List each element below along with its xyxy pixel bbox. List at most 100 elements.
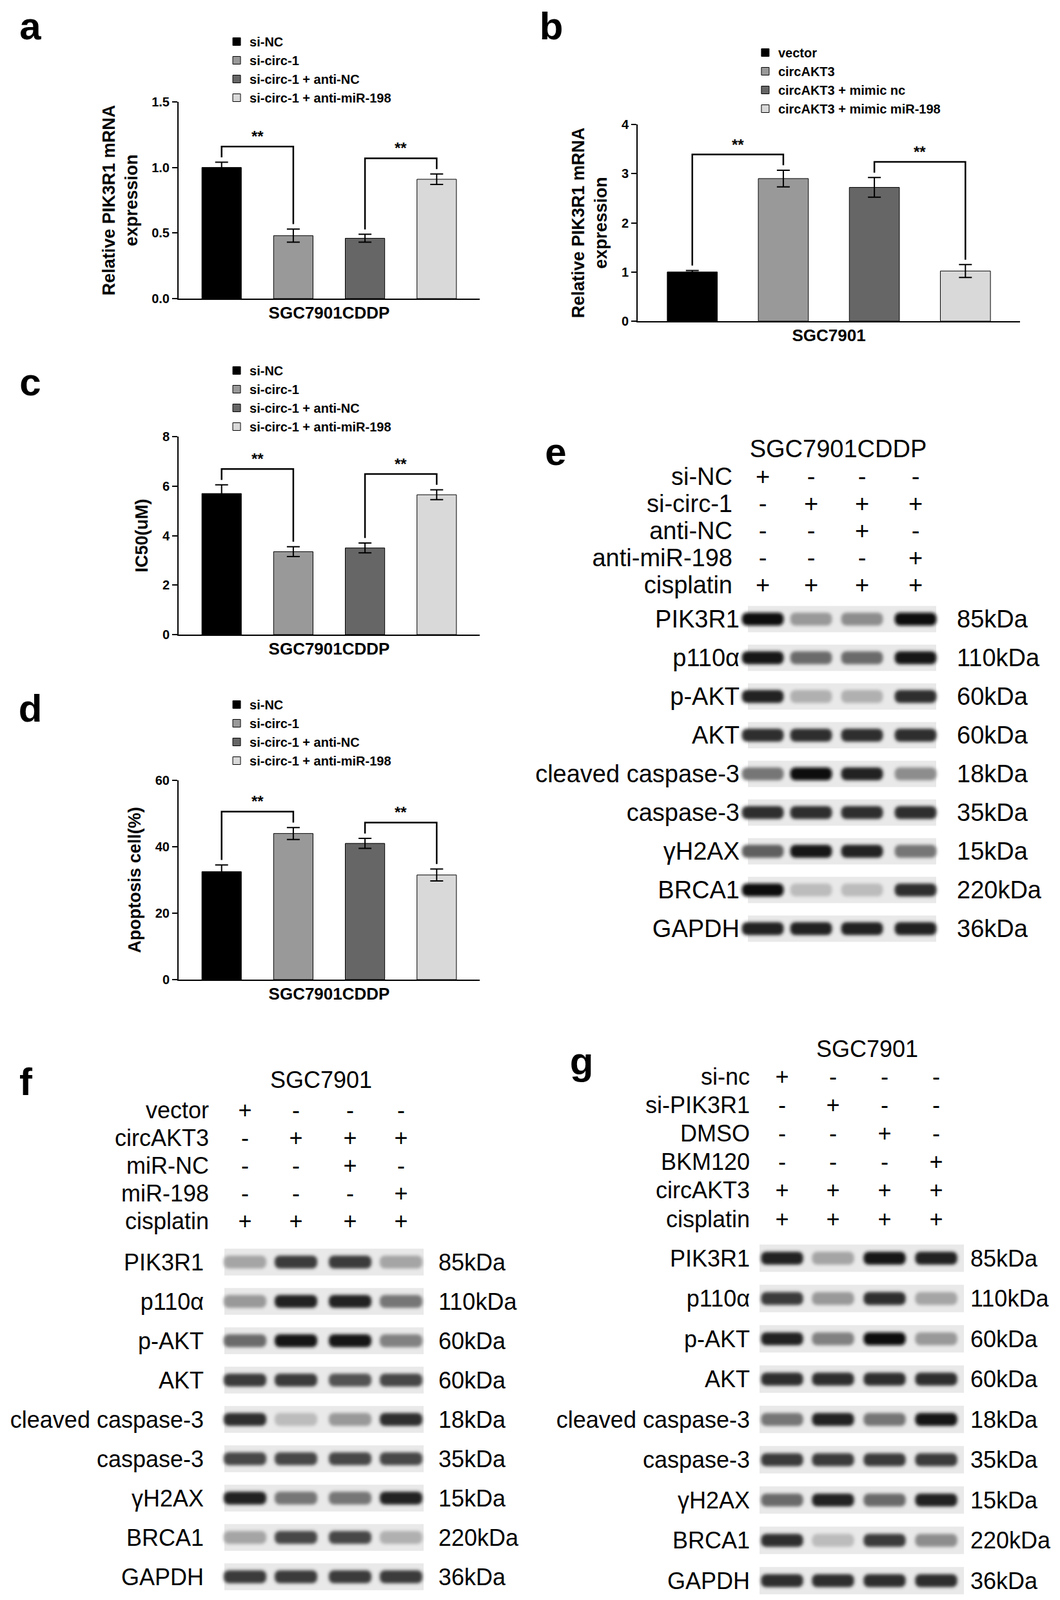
svg-text:85kDa: 85kDa bbox=[956, 605, 1029, 633]
svg-text:-: - bbox=[829, 1063, 837, 1090]
svg-text:si-NC: si-NC bbox=[671, 462, 733, 491]
svg-text:8: 8 bbox=[162, 429, 170, 444]
svg-text:circAKT3 + mimic nc: circAKT3 + mimic nc bbox=[778, 83, 906, 98]
svg-text:-: - bbox=[346, 1179, 354, 1207]
svg-text:-: - bbox=[932, 1063, 941, 1090]
svg-text:+: + bbox=[393, 1179, 408, 1207]
svg-text:BRCA1: BRCA1 bbox=[126, 1524, 204, 1551]
svg-text:+: + bbox=[775, 1205, 789, 1233]
svg-text:si-circ-1: si-circ-1 bbox=[249, 53, 300, 68]
svg-text:+: + bbox=[775, 1063, 789, 1090]
svg-text:anti-miR-198: anti-miR-198 bbox=[591, 544, 733, 572]
svg-text:si-circ-1 + anti-NC: si-circ-1 + anti-NC bbox=[249, 401, 360, 416]
svg-text:+: + bbox=[393, 1124, 408, 1151]
svg-text:si-circ-1 + anti-miR-198: si-circ-1 + anti-miR-198 bbox=[249, 753, 392, 768]
svg-text:35kDa: 35kDa bbox=[438, 1445, 507, 1473]
svg-text:AKT: AKT bbox=[704, 1365, 750, 1393]
svg-text:**: ** bbox=[251, 450, 264, 468]
svg-text:GAPDH: GAPDH bbox=[652, 914, 740, 943]
svg-text:110kDa: 110kDa bbox=[438, 1288, 518, 1315]
svg-text:0.0: 0.0 bbox=[151, 291, 170, 306]
svg-text:+: + bbox=[854, 490, 870, 518]
svg-text:SGC7901CDDP: SGC7901CDDP bbox=[268, 303, 391, 323]
svg-text:+: + bbox=[877, 1119, 892, 1147]
svg-text:20: 20 bbox=[155, 905, 170, 921]
svg-text:15kDa: 15kDa bbox=[956, 837, 1029, 865]
svg-text:-: - bbox=[911, 517, 921, 545]
svg-text:-: - bbox=[829, 1148, 837, 1175]
svg-text:36kDa: 36kDa bbox=[438, 1563, 507, 1590]
svg-text:g: g bbox=[569, 1039, 594, 1083]
svg-text:-: - bbox=[758, 517, 768, 545]
svg-text:DMSO: DMSO bbox=[680, 1119, 750, 1147]
svg-text:60kDa: 60kDa bbox=[970, 1325, 1039, 1353]
svg-text:Relative PIK3R1 mRNAexpression: Relative PIK3R1 mRNAexpression bbox=[99, 105, 142, 296]
svg-text:-: - bbox=[932, 1091, 941, 1119]
svg-text:SGC7901: SGC7901 bbox=[791, 325, 866, 345]
svg-text:-: - bbox=[292, 1096, 300, 1124]
svg-text:-: - bbox=[932, 1119, 941, 1147]
svg-text:-: - bbox=[292, 1179, 300, 1207]
svg-text:PIK3R1: PIK3R1 bbox=[669, 1245, 750, 1272]
svg-text:circAKT3: circAKT3 bbox=[114, 1124, 209, 1151]
svg-text:+: + bbox=[877, 1205, 892, 1233]
svg-text:0: 0 bbox=[162, 627, 170, 642]
svg-text:85kDa: 85kDa bbox=[438, 1248, 507, 1276]
svg-text:0: 0 bbox=[162, 972, 170, 987]
svg-text:36kDa: 36kDa bbox=[970, 1567, 1039, 1594]
svg-text:anti-NC: anti-NC bbox=[649, 517, 733, 545]
svg-text:60kDa: 60kDa bbox=[438, 1327, 507, 1355]
svg-text:+: + bbox=[825, 1091, 840, 1119]
svg-text:p110α: p110α bbox=[140, 1288, 204, 1315]
svg-text:+: + bbox=[237, 1096, 252, 1124]
svg-text:+: + bbox=[755, 571, 770, 599]
svg-text:+: + bbox=[929, 1205, 943, 1233]
svg-text:miR-198: miR-198 bbox=[121, 1179, 209, 1207]
svg-text:SGC7901: SGC7901 bbox=[816, 1035, 919, 1062]
svg-text:si-circ-1: si-circ-1 bbox=[646, 490, 733, 518]
svg-text:si-circ-1 + anti-miR-198: si-circ-1 + anti-miR-198 bbox=[249, 90, 392, 106]
svg-text:18kDa: 18kDa bbox=[438, 1406, 507, 1433]
svg-text:60kDa: 60kDa bbox=[438, 1366, 507, 1394]
svg-text:60: 60 bbox=[155, 773, 170, 788]
svg-text:+: + bbox=[804, 490, 819, 518]
svg-text:cisplatin: cisplatin bbox=[125, 1207, 209, 1235]
svg-text:110kDa: 110kDa bbox=[956, 644, 1041, 672]
svg-text:-: - bbox=[292, 1152, 300, 1179]
svg-text:**: ** bbox=[394, 803, 407, 821]
svg-text:circAKT3 + mimic miR-198: circAKT3 + mimic miR-198 bbox=[778, 101, 941, 117]
svg-text:SGC7901: SGC7901 bbox=[270, 1066, 373, 1093]
svg-text:+: + bbox=[908, 544, 923, 572]
svg-text:+: + bbox=[393, 1207, 408, 1235]
svg-text:35kDa: 35kDa bbox=[956, 798, 1029, 826]
svg-text:si-NC: si-NC bbox=[249, 697, 284, 712]
svg-text:-: - bbox=[758, 544, 768, 572]
svg-text:SGC7901CDDP: SGC7901CDDP bbox=[749, 435, 928, 463]
svg-text:+: + bbox=[825, 1176, 840, 1204]
svg-text:220kDa: 220kDa bbox=[438, 1524, 520, 1551]
svg-text:p110α: p110α bbox=[686, 1285, 750, 1312]
svg-text:-: - bbox=[807, 462, 816, 491]
svg-text:cleaved caspase-3: cleaved caspase-3 bbox=[535, 760, 740, 788]
svg-text:110kDa: 110kDa bbox=[970, 1285, 1050, 1312]
svg-text:+: + bbox=[288, 1207, 303, 1235]
svg-text:35kDa: 35kDa bbox=[970, 1446, 1039, 1473]
svg-text:15kDa: 15kDa bbox=[438, 1484, 507, 1512]
svg-text:PIK3R1: PIK3R1 bbox=[655, 605, 740, 633]
svg-text:4: 4 bbox=[621, 117, 630, 132]
svg-text:BKM120: BKM120 bbox=[660, 1148, 750, 1175]
svg-text:-: - bbox=[807, 517, 816, 545]
svg-text:-: - bbox=[880, 1063, 889, 1090]
svg-text:-: - bbox=[397, 1096, 405, 1124]
svg-text:vector: vector bbox=[145, 1096, 209, 1124]
svg-text:-: - bbox=[758, 490, 768, 518]
svg-text:2: 2 bbox=[621, 215, 629, 231]
svg-text:+: + bbox=[877, 1176, 892, 1204]
svg-text:+: + bbox=[343, 1152, 357, 1179]
svg-text:-: - bbox=[829, 1119, 837, 1147]
svg-text:Relative PIK3R1 mRNAexpression: Relative PIK3R1 mRNAexpression bbox=[568, 127, 611, 319]
svg-text:**: ** bbox=[913, 143, 926, 161]
svg-text:-: - bbox=[858, 544, 867, 572]
svg-text:+: + bbox=[908, 490, 923, 518]
svg-text:cleaved caspase-3: cleaved caspase-3 bbox=[10, 1406, 204, 1433]
